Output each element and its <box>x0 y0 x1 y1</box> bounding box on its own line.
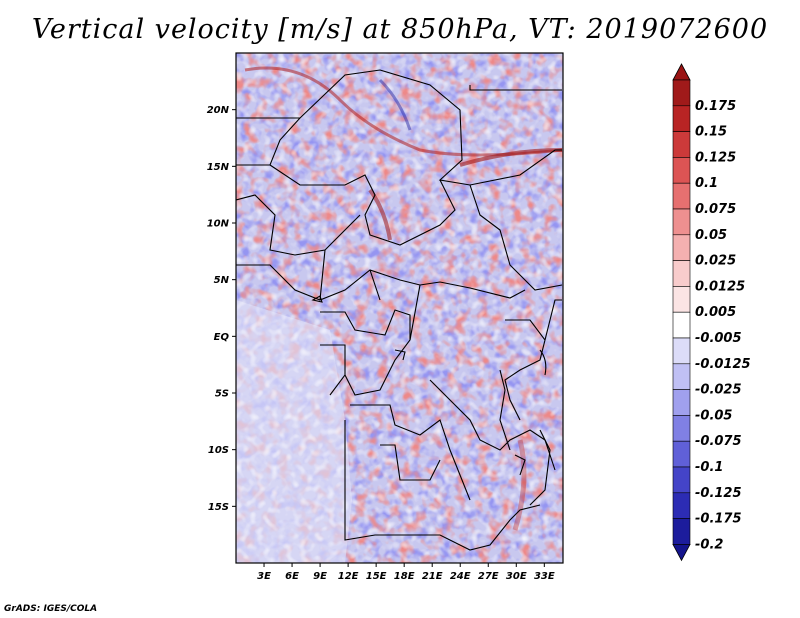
lat-tick-label: 10S <box>208 445 229 456</box>
map-title: Vertical velocity [m/s] at 850hPa, VT: 2… <box>31 14 769 45</box>
colorbar-level-label: -0.005 <box>695 331 742 346</box>
lat-tick-label: 15N <box>207 162 230 173</box>
lat-tick-label: 15S <box>208 502 229 513</box>
colorbar-swatch <box>672 518 691 545</box>
lon-tick-label: 27E <box>478 571 499 582</box>
colorbar-level-label: 0.15 <box>695 125 727 140</box>
lat-tick-label: 5S <box>215 389 229 400</box>
colorbar-swatch <box>672 492 691 519</box>
lat-tick-label: 5N <box>214 275 230 286</box>
lon-tick-label: 33E <box>534 571 555 582</box>
lon-tick-label: 9E <box>313 571 327 582</box>
plot-frame <box>235 52 564 564</box>
lon-tick-label: 3E <box>257 571 271 582</box>
colorbar-level-label: -0.1 <box>695 460 723 475</box>
colorbar-level-label: 0.0125 <box>695 279 745 294</box>
colorbar-level-label: 0.1 <box>695 176 718 191</box>
lon-tick-label: 12E <box>338 571 359 582</box>
colorbar-level-label: -0.075 <box>695 434 742 449</box>
colorbar-level-label: -0.025 <box>695 383 742 398</box>
lat-tick-label: EQ <box>214 332 230 343</box>
credit-label: GrADS: IGES/COLA <box>4 604 98 614</box>
colorbar-swatch <box>672 208 691 236</box>
colorbar-swatch <box>672 79 691 107</box>
colorbar-swatch <box>672 157 691 184</box>
lat-tick-label: 20N <box>207 105 230 116</box>
colorbar-level-label: -0.2 <box>695 537 723 552</box>
colorbar-swatch <box>672 234 691 261</box>
colorbar-swatch <box>672 466 691 494</box>
longitude-axis: 3E 6E 9E 12E 15E 18E 21E 24E 27E 30E 33E <box>257 563 555 582</box>
colorbar-level-label: -0.125 <box>695 486 742 501</box>
country-boundaries <box>236 69 563 551</box>
colorbar-bottom-arrow <box>672 544 691 562</box>
latitude-axis: 20N 15N 10N 5N EQ 5S 10S 15S <box>207 105 236 513</box>
colorbar-swatch <box>672 440 691 468</box>
lon-tick-label: 6E <box>285 571 299 582</box>
colorbar-swatch <box>672 286 691 313</box>
colorbar-swatch <box>672 182 691 210</box>
lon-tick-label: 15E <box>366 571 387 582</box>
colorbar-level-label: -0.175 <box>695 512 742 527</box>
colorbar-level-label: 0.05 <box>695 228 727 243</box>
colorbar-swatch <box>672 337 691 365</box>
colorbar-swatch <box>672 415 691 442</box>
colorbar-level-label: 0.075 <box>695 202 736 217</box>
colorbar-level-label: 0.005 <box>695 305 736 320</box>
lon-tick-label: 18E <box>394 571 415 582</box>
colorbar-top-arrow <box>672 63 691 81</box>
colorbar-swatch <box>672 389 691 416</box>
colorbar-level-label: 0.025 <box>695 254 736 269</box>
lon-tick-label: 24E <box>450 571 471 582</box>
lat-tick-label: 10N <box>207 219 230 230</box>
velocity-field <box>236 53 563 563</box>
colorbar-swatch <box>672 311 691 339</box>
colorbar-level-label: -0.05 <box>695 408 732 423</box>
colorbar-swatch <box>672 260 691 287</box>
colorbar-swatch <box>672 105 691 132</box>
colorbar: 0.175 0.15 0.125 0.1 0.075 0.05 0.025 0.0125 0.0… <box>672 63 751 562</box>
colorbar-swatch <box>672 131 691 158</box>
colorbar-level-label: 0.175 <box>695 99 736 114</box>
lon-tick-label: 30E <box>506 571 527 582</box>
colorbar-swatch <box>672 363 691 390</box>
colorbar-level-label: -0.0125 <box>695 357 751 372</box>
colorbar-level-label: 0.125 <box>695 150 736 165</box>
lon-tick-label: 21E <box>422 571 443 582</box>
